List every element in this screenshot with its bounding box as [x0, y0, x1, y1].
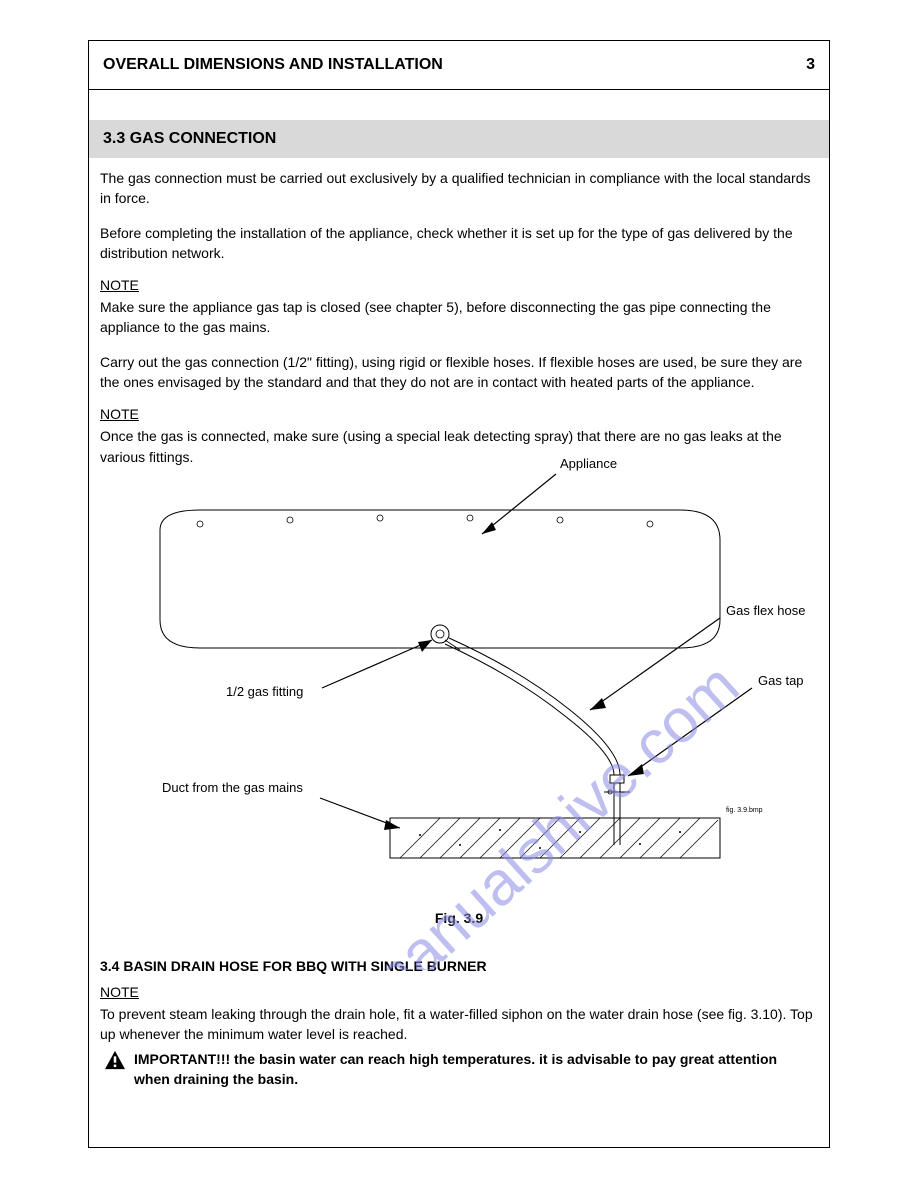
figure-label-mains: Duct from the gas mains: [162, 780, 303, 795]
figure-label-gastap: Gas tap: [758, 673, 804, 688]
note-1-label: NOTE: [100, 277, 818, 293]
figure-tiny-label: fig. 3.9.bmp: [726, 807, 763, 814]
figure-label-appliance: Appliance: [560, 456, 617, 471]
note-3-block: NOTE To prevent steam leaking through th…: [100, 984, 818, 1045]
header-chapter-number: 3: [806, 56, 815, 74]
figure-caption: Fig. 3.9: [100, 910, 818, 926]
figure-label-flexhose: Gas flex hose: [726, 603, 806, 618]
section-title: 3.3 GAS CONNECTION: [103, 130, 276, 148]
note-2-label: NOTE: [100, 406, 818, 422]
section-band: 3.3 GAS CONNECTION: [89, 120, 829, 158]
content-block: The gas connection must be carried out e…: [100, 168, 818, 481]
figure-svg: [100, 440, 818, 910]
paragraph-3: Carry out the gas connection (1/2" fitti…: [100, 352, 818, 393]
note-3-text: To prevent steam leaking through the dra…: [100, 1004, 818, 1045]
paragraph-intro-2: Before completing the installation of th…: [100, 223, 818, 264]
note-1-text: Make sure the appliance gas tap is close…: [100, 297, 818, 338]
warning-icon: [104, 1050, 126, 1070]
figure-label-fitting: 1/2 gas fitting: [226, 684, 303, 699]
page-header: OVERALL DIMENSIONS AND INSTALLATION 3: [88, 40, 830, 90]
figure-container: Appliance Gas flex hose 1/2 gas fitting …: [100, 440, 818, 910]
note-3-label: NOTE: [100, 984, 818, 1000]
warning-text: IMPORTANT!!! the basin water can reach h…: [134, 1050, 814, 1089]
paragraph-intro-1: The gas connection must be carried out e…: [100, 168, 818, 209]
header-title: OVERALL DIMENSIONS AND INSTALLATION: [103, 56, 443, 74]
section-heading-basin: 3.4 BASIN DRAIN HOSE FOR BBQ WITH SINGLE…: [100, 958, 487, 974]
